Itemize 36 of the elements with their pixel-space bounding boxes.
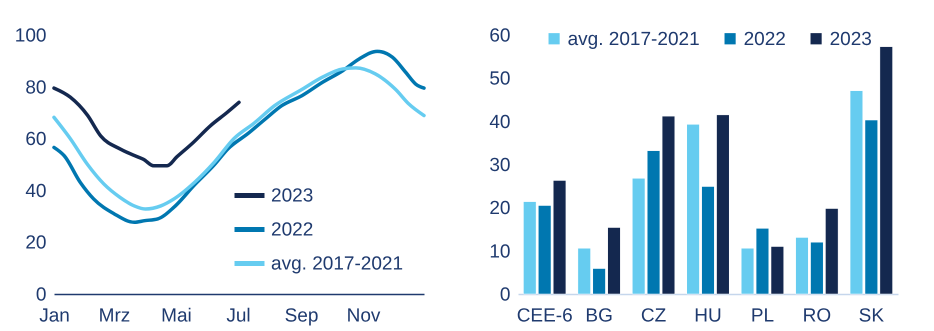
y-tick-label: 40 bbox=[25, 180, 46, 202]
line-series bbox=[52, 86, 241, 168]
legend-label: 2023 bbox=[830, 28, 872, 50]
y-tick-label: 10 bbox=[489, 241, 510, 262]
legend-label: 2023 bbox=[271, 186, 314, 206]
x-tick-label: RO bbox=[802, 306, 832, 326]
y-tick-label: 50 bbox=[489, 68, 510, 90]
x-tick-label: Sep bbox=[284, 306, 318, 326]
line-series bbox=[52, 66, 426, 211]
x-tick-label: HU bbox=[694, 306, 722, 326]
bar bbox=[740, 248, 754, 294]
legend-label: avg. 2017-2021 bbox=[271, 254, 404, 274]
legend-label: 2022 bbox=[271, 220, 314, 240]
legend-label: 2022 bbox=[744, 28, 786, 50]
y-tick-label: 20 bbox=[25, 232, 46, 254]
x-tick-label: CZ bbox=[640, 306, 667, 326]
x-tick-label: Nov bbox=[346, 306, 381, 326]
legend-label: avg. 2017-2021 bbox=[568, 28, 700, 50]
x-tick-label: CEE-6 bbox=[516, 306, 573, 326]
y-tick-label: 60 bbox=[489, 26, 510, 46]
x-tick-label: Mai bbox=[161, 306, 192, 326]
x-tick-label: PL bbox=[750, 306, 774, 326]
y-tick-label: 30 bbox=[489, 155, 510, 176]
x-tick-label: SK bbox=[858, 306, 884, 326]
x-tick-label: BG bbox=[585, 306, 613, 326]
y-tick-label: 0 bbox=[36, 284, 46, 306]
y-tick-label: 80 bbox=[25, 77, 46, 98]
bar bbox=[662, 116, 676, 294]
y-tick-label: 100 bbox=[14, 26, 46, 46]
x-tick-label: Mrz bbox=[98, 306, 130, 326]
y-tick-label: 60 bbox=[25, 129, 46, 150]
x-tick-label: Jan bbox=[39, 306, 70, 326]
y-tick-label: 0 bbox=[500, 284, 510, 306]
y-tick-label: 20 bbox=[489, 198, 510, 220]
y-tick-label: 40 bbox=[489, 112, 510, 133]
x-tick-label: Jul bbox=[226, 306, 251, 326]
